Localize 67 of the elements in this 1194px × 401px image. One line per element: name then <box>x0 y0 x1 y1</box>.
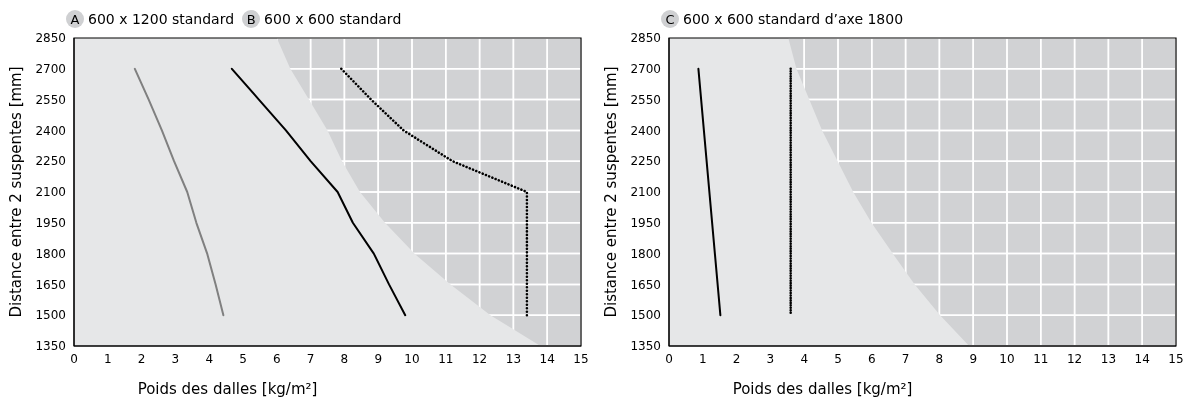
line-series <box>133 67 225 317</box>
line-series <box>340 67 529 317</box>
y-tick-label: 2250 <box>630 154 661 169</box>
y-tick-label: 2700 <box>35 62 66 77</box>
y-tick-label: 1650 <box>630 277 661 292</box>
y-tick-label: 1500 <box>630 308 661 323</box>
y-tick-label: 2850 <box>630 31 661 46</box>
x-tick-label: 6 <box>272 351 281 366</box>
x-tick-label: 1 <box>698 351 707 366</box>
x-tick-label: 2 <box>137 351 146 366</box>
x-tick-label: 7 <box>306 351 315 366</box>
x-tick-label: 12 <box>471 351 488 366</box>
x-tick-label: 3 <box>766 351 775 366</box>
x-axis-title: Poids des dalles [kg/m²] <box>732 380 913 398</box>
y-tick-label: 2250 <box>35 154 66 169</box>
x-tick-label: 10 <box>404 351 420 366</box>
y-tick-label: 2100 <box>35 185 66 200</box>
x-tick-label: 1 <box>103 351 112 366</box>
y-tick-label: 1500 <box>35 308 66 323</box>
text: 600 x 600 standard <box>264 11 402 27</box>
y-tick-label: 1950 <box>630 216 661 231</box>
x-tick-label: 11 <box>1033 351 1049 366</box>
x-tick-label: 4 <box>205 351 214 366</box>
y-tick-label: 2850 <box>35 31 66 46</box>
y-tick-label: 2100 <box>630 185 661 200</box>
x-tick-label: 15 <box>573 351 589 366</box>
y-tick-label: 1800 <box>630 246 661 261</box>
x-tick-label: 9 <box>374 351 383 366</box>
x-tick-label: 13 <box>1100 351 1117 366</box>
x-tick-label: 5 <box>239 351 247 366</box>
x-tick-label: 5 <box>834 351 842 366</box>
y-tick-label: 1350 <box>630 339 661 354</box>
y-tick-label: 2400 <box>35 123 66 138</box>
text: 600 x 600 standard d’axe 1800 <box>683 11 904 27</box>
letter-badge: C <box>661 10 679 28</box>
x-tick-label: 8 <box>340 351 349 366</box>
line-series <box>230 67 407 317</box>
y-tick-label: 1350 <box>35 339 66 354</box>
y-tick-label: 2400 <box>630 123 661 138</box>
y-tick-label: 2700 <box>630 62 661 77</box>
y-tick-label: 1800 <box>35 246 66 261</box>
text: 600 x 1200 standard <box>88 11 235 27</box>
x-tick-label: 9 <box>969 351 978 366</box>
x-tick-label: 10 <box>999 351 1015 366</box>
letter-badge: A <box>66 10 84 28</box>
x-tick-label: 6 <box>867 351 876 366</box>
x-tick-label: 8 <box>935 351 944 366</box>
x-tick-label: 14 <box>539 351 555 366</box>
y-tick-label: 1950 <box>35 216 66 231</box>
x-tick-label: 11 <box>438 351 454 366</box>
y-tick-label: 2550 <box>630 92 661 107</box>
x-tick-label: 2 <box>732 351 741 366</box>
x-tick-label: 7 <box>901 351 910 366</box>
x-tick-label: 13 <box>505 351 522 366</box>
x-tick-label: 14 <box>1134 351 1150 366</box>
x-tick-label: 0 <box>70 351 78 366</box>
x-tick-label: 4 <box>800 351 809 366</box>
y-tick-label: 2550 <box>35 92 66 107</box>
x-tick-label: 12 <box>1066 351 1083 366</box>
y-axis-title: Distance entre 2 suspentes [mm] <box>7 66 26 318</box>
x-axis-title: Poids des dalles [kg/m²] <box>137 380 318 398</box>
y-tick-label: 1650 <box>35 277 66 292</box>
x-tick-label: 3 <box>171 351 180 366</box>
x-tick-label: 0 <box>665 351 673 366</box>
letter-badge: B <box>242 10 261 28</box>
y-axis-title: Distance entre 2 suspentes [mm] <box>602 66 621 318</box>
x-tick-label: 15 <box>1168 351 1184 366</box>
